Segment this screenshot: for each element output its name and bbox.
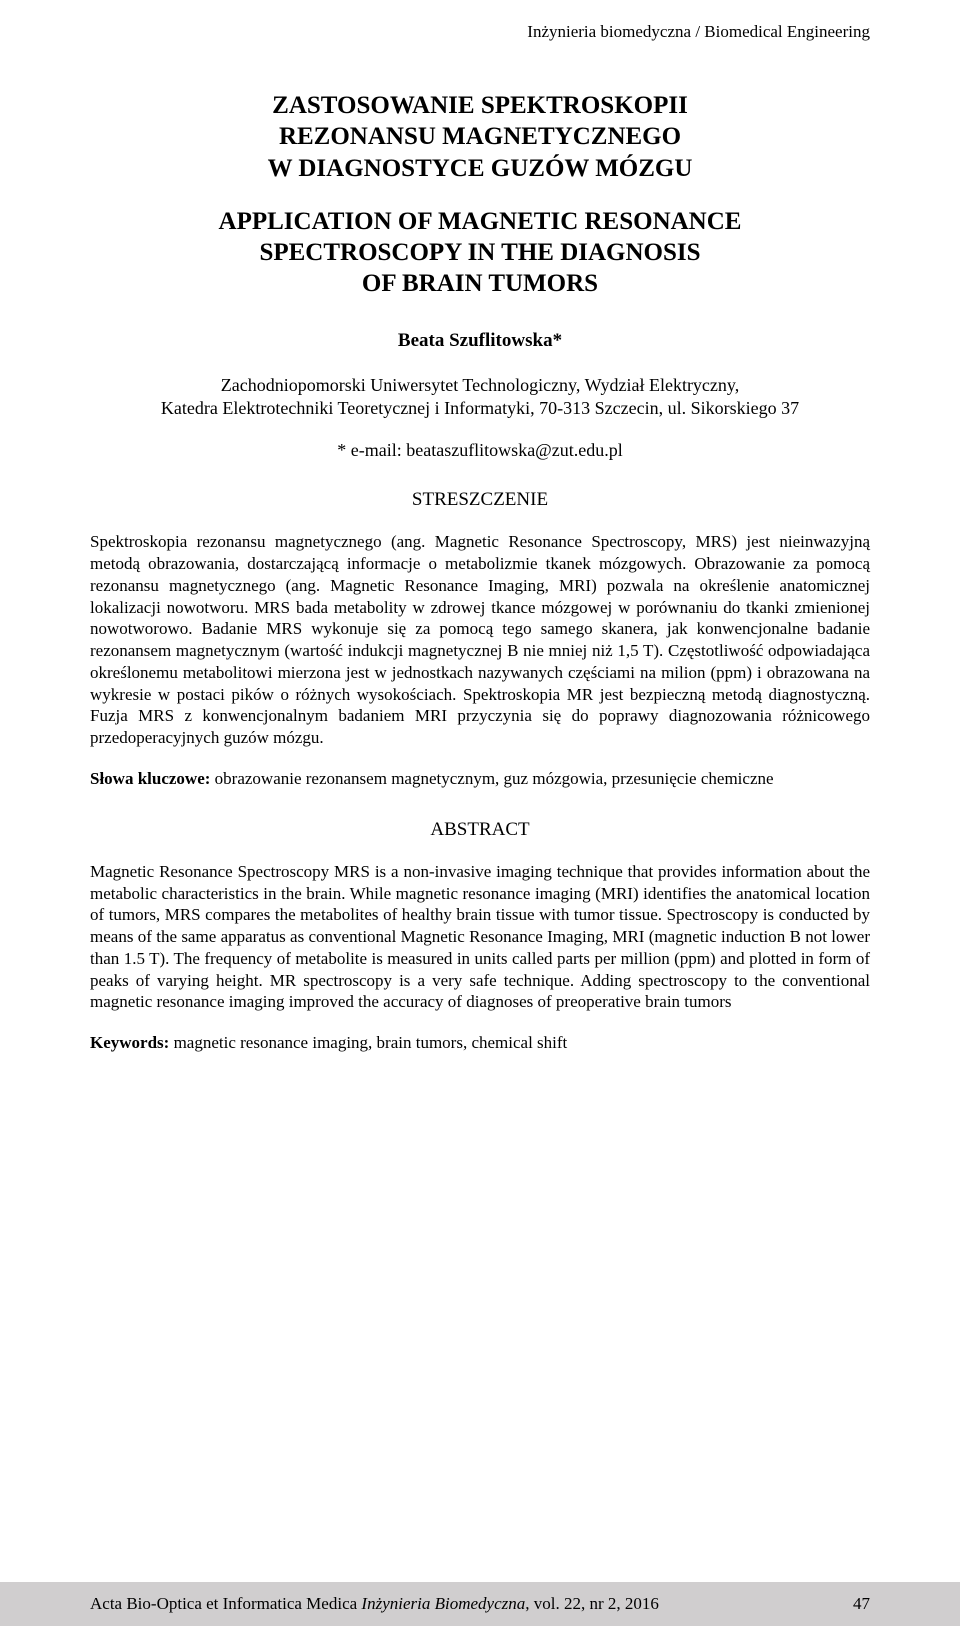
author-name: Beata Szuflitowska*	[90, 330, 870, 352]
corresponding-email: * e-mail: beataszuflitowska@zut.edu.pl	[90, 440, 870, 461]
streszczenie-body: Spektroskopia rezonansu magnetycznego (a…	[90, 531, 870, 749]
title-pl-line: ZASTOSOWANIE SPEKTROSKOPII	[90, 90, 870, 121]
title-pl-line: W DIAGNOSTYCE GUZÓW MÓZGU	[90, 153, 870, 184]
affiliation: Zachodniopomorski Uniwersytet Technologi…	[90, 374, 870, 421]
affiliation-line: Zachodniopomorski Uniwersytet Technologi…	[90, 374, 870, 397]
keywords-label: Keywords:	[90, 1033, 169, 1052]
running-header: Inżynieria biomedyczna / Biomedical Engi…	[90, 0, 870, 90]
abstract-body: Magnetic Resonance Spectroscopy MRS is a…	[90, 861, 870, 1013]
footer-page-number: 47	[853, 1594, 870, 1614]
footer-journal-prefix: Acta Bio-Optica et Informatica Medica	[90, 1594, 361, 1613]
slowa-value: obrazowanie rezonansem magnetycznym, guz…	[210, 769, 773, 788]
slowa-kluczowe: Słowa kluczowe: obrazowanie rezonansem m…	[90, 769, 870, 789]
slowa-label: Słowa kluczowe:	[90, 769, 210, 788]
keywords: Keywords: magnetic resonance imaging, br…	[90, 1033, 870, 1053]
heading-abstract: ABSTRACT	[90, 819, 870, 841]
keywords-value: magnetic resonance imaging, brain tumors…	[169, 1033, 567, 1052]
article-title: ZASTOSOWANIE SPEKTROSKOPII REZONANSU MAG…	[90, 90, 870, 300]
title-en-line: APPLICATION OF MAGNETIC RESONANCE	[90, 206, 870, 237]
footer-journal: Acta Bio-Optica et Informatica Medica In…	[90, 1594, 659, 1614]
affiliation-line: Katedra Elektrotechniki Teoretycznej i I…	[90, 397, 870, 420]
heading-streszczenie: STRESZCZENIE	[90, 489, 870, 511]
footer-journal-suffix: , vol. 22, nr 2, 2016	[525, 1594, 659, 1613]
footer-bar: Acta Bio-Optica et Informatica Medica In…	[0, 1582, 960, 1626]
title-en-line: SPECTROSCOPY IN THE DIAGNOSIS	[90, 237, 870, 268]
title-en-line: OF BRAIN TUMORS	[90, 268, 870, 299]
footer-journal-italic: Inżynieria Biomedyczna	[361, 1594, 525, 1613]
title-pl-line: REZONANSU MAGNETYCZNEGO	[90, 121, 870, 152]
